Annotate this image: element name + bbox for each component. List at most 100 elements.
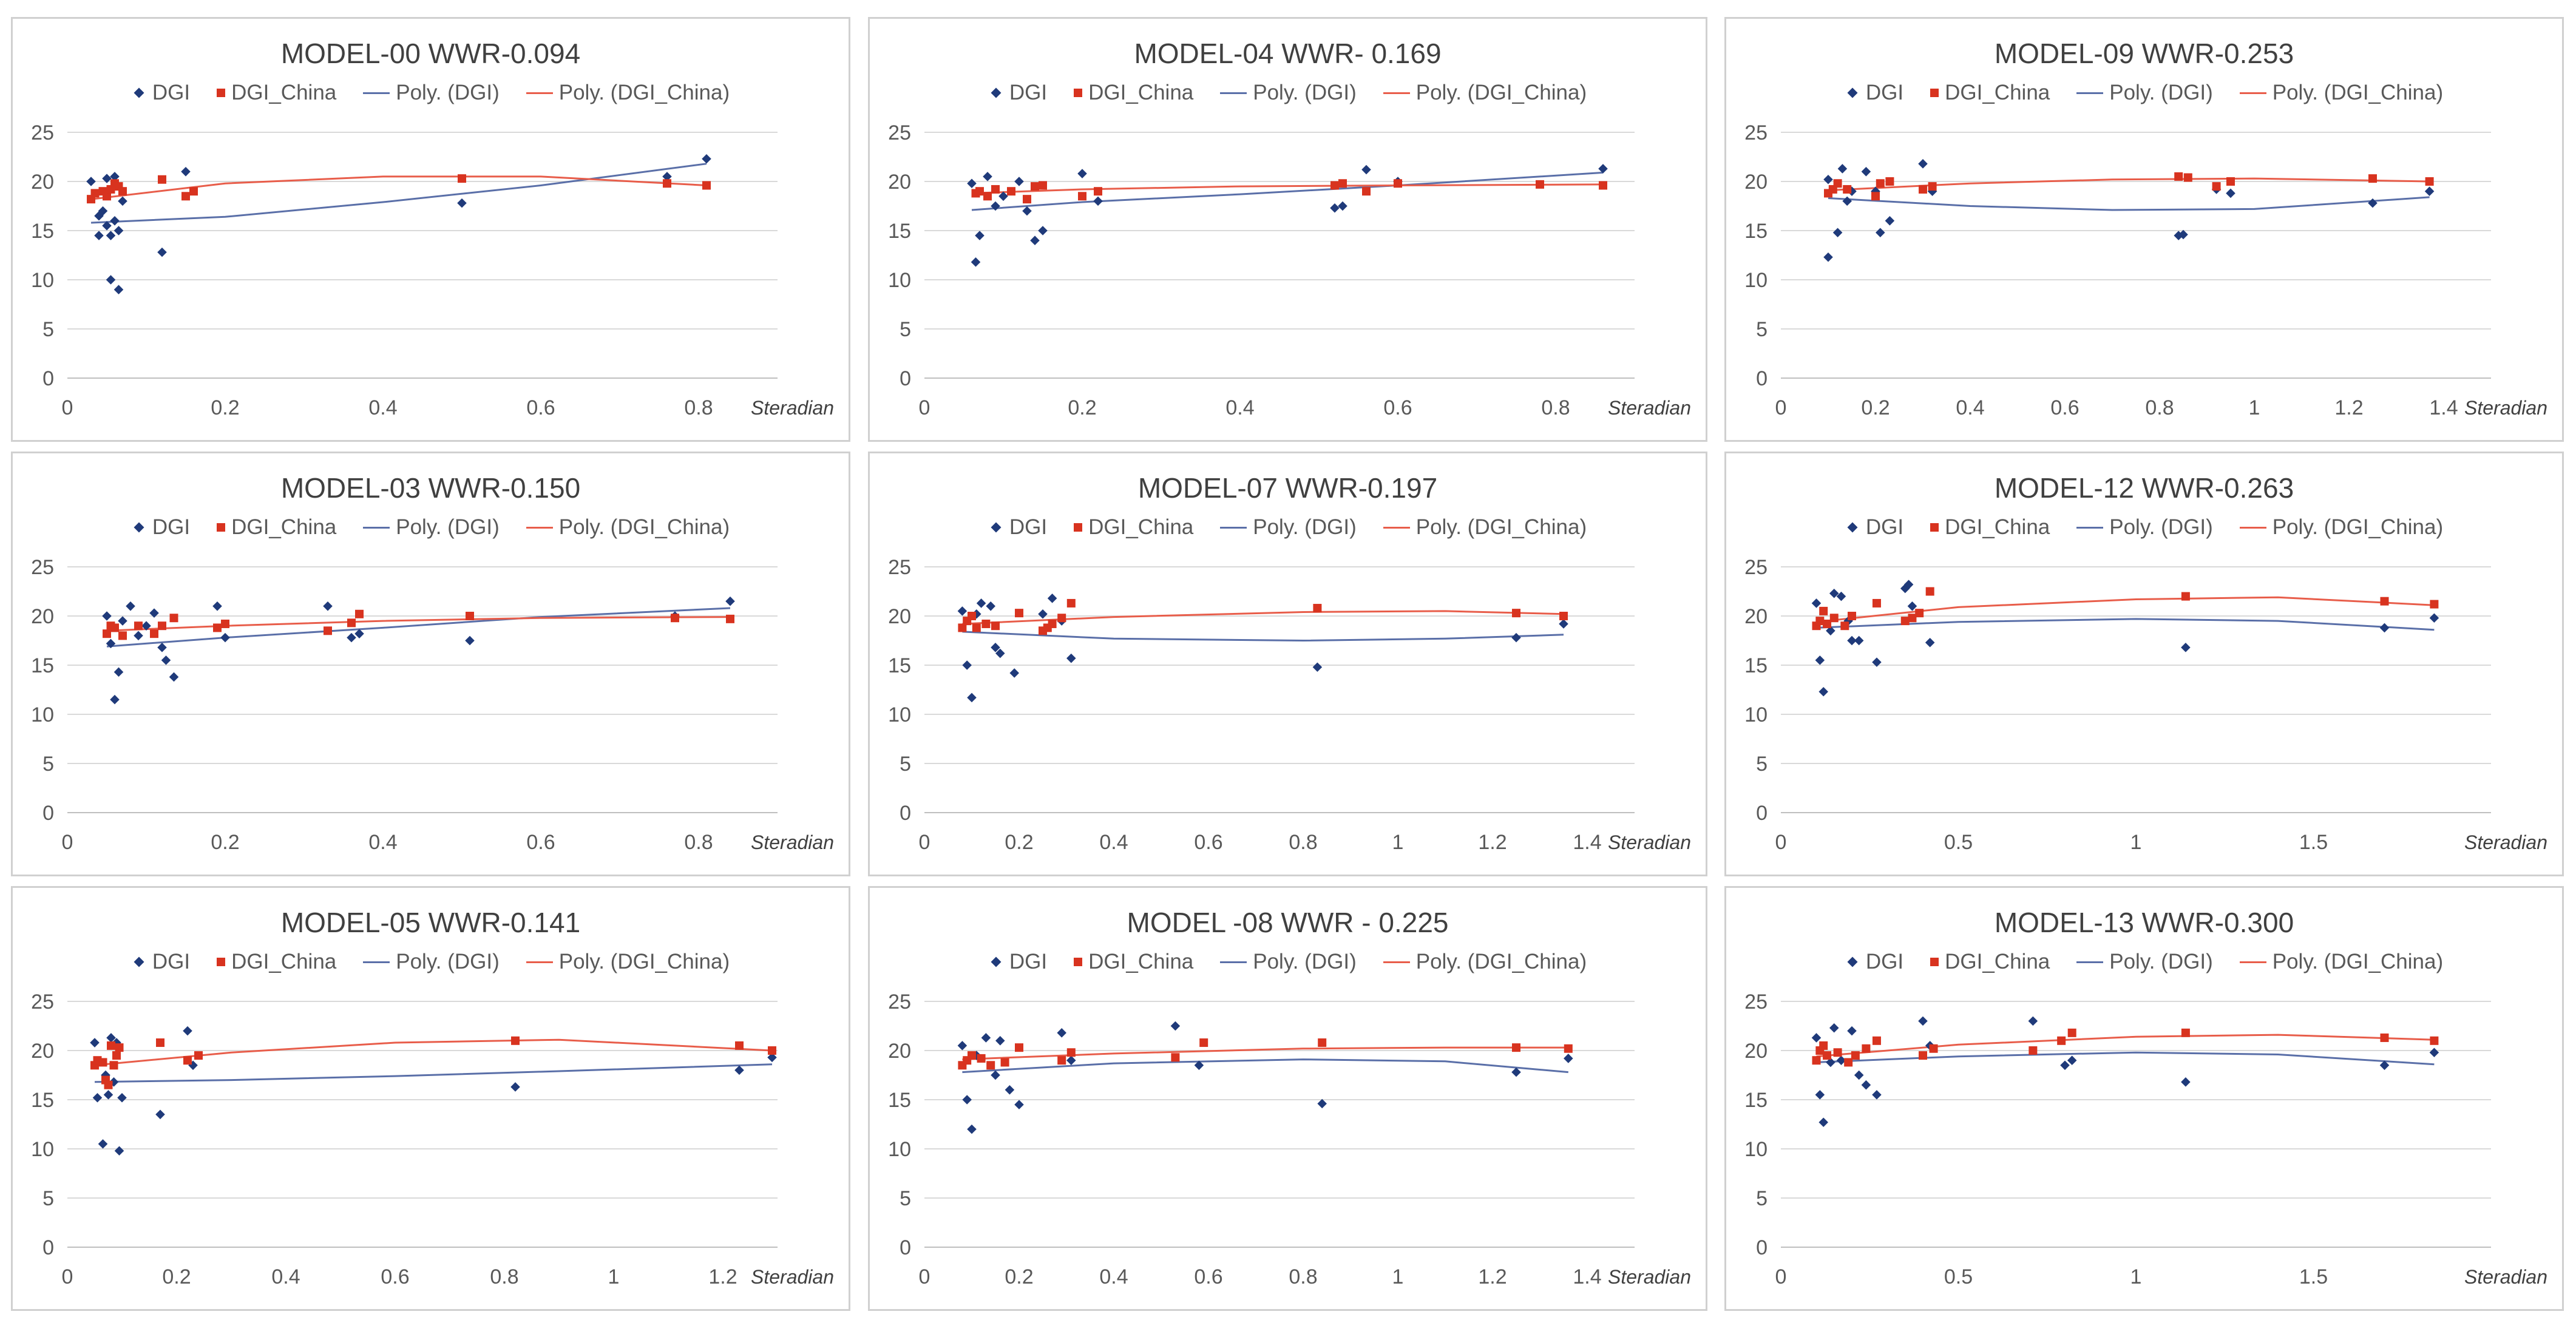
chart-legend: DGI DGI_China Poly. (DGI) Poly. (DGI_China) [1726,81,2562,105]
point-dgi-china [1908,614,1917,623]
point-dgi-china [2425,177,2434,186]
point-dgi [126,601,135,611]
chart-legend: DGI DGI_China Poly. (DGI) Poly. (DGI_China) [1726,950,2562,974]
point-dgi-china [112,1051,121,1060]
point-dgi [1511,1067,1521,1077]
point-dgi [354,629,364,638]
point-dgi-china [1564,1044,1573,1053]
point-dgi [510,1082,520,1092]
point-dgi-china [977,1054,986,1063]
point-dgi [161,655,171,665]
point-dgi-china [768,1046,776,1055]
point-dgi [2368,198,2378,208]
point-dgi [1811,598,1822,608]
point-dgi-china [1007,187,1015,196]
point-dgi-china [1851,1051,1860,1060]
trendline-dgi [971,171,1604,211]
x-tick-label: 0.4 [1099,1265,1128,1288]
point-dgi [106,231,116,240]
legend-label: Poly. (DGI_China) [2272,515,2444,539]
point-dgi [1057,1028,1066,1038]
point-dgi [967,692,977,703]
legend-poly-dgi: Poly. (DGI) [363,950,500,974]
x-tick-label: 1 [608,1265,620,1288]
point-dgi [1823,252,1833,262]
trendline-dgi [1816,1051,2435,1066]
point-dgi [1030,235,1040,245]
x-tick-label: 0 [919,396,930,419]
point-dgi [1066,653,1076,663]
point-dgi [1918,1016,1928,1026]
point-dgi [1361,164,1371,175]
point-dgi-china [1812,1056,1821,1065]
point-dgi [1170,1021,1181,1031]
point-dgi-china [104,1080,113,1089]
x-tick-label: 0.6 [526,831,555,854]
point-dgi [957,1041,968,1051]
point-dgi-china [1872,1036,1881,1045]
point-dgi [1811,1033,1822,1043]
point-dgi [962,1095,972,1105]
legend-dgi: DGI [989,950,1047,974]
point-dgi [1066,1055,1076,1065]
point-dgi [2060,1060,2070,1071]
point-dgi [2424,186,2435,196]
x-tick-label: 0.4 [368,396,397,419]
y-tick-label: 0 [42,802,54,825]
point-dgi [1038,609,1048,619]
y-tick-label: 5 [1756,318,1768,341]
legend-symbol [363,961,390,963]
y-tick-label: 15 [31,1089,54,1112]
point-dgi-china [1338,179,1347,188]
point-dgi [323,601,333,611]
x-tick-label: 0.8 [684,831,713,854]
point-dgi-china [663,179,671,188]
point-dgi [102,611,112,621]
chart-plot: 0 5 10 15 20 25 0 0.2 0.4 0.6 0.8 Steradian [31,121,834,419]
x-tick-label: 0.4 [1956,396,1984,419]
point-dgi [181,167,191,177]
point-dgi [114,667,124,677]
point-dgi [1842,196,1852,206]
legend-symbol [1220,961,1247,963]
trendline-dgi-china [962,1046,1568,1061]
point-dgi [1829,1023,1839,1033]
legend-symbol [1930,958,1939,966]
chart-title: MODEL-09 WWR-0.253 [1994,38,2294,69]
point-dgi-china [107,1041,115,1050]
point-dgi [1005,1085,1015,1095]
legend-label: DGI_China [1945,950,2050,973]
point-dgi [106,638,116,649]
legend-dgi-china: DGI_China [217,950,336,974]
point-dgi-china [150,629,158,638]
legend-label: DGI_China [1945,515,2050,539]
point-dgi-china [1048,619,1057,628]
point-dgi-china [702,181,711,190]
x-axis-label: Steradian [1608,1266,1691,1288]
point-dgi-china [110,623,119,632]
y-tick-label: 10 [1744,1138,1768,1161]
point-dgi [991,201,1000,211]
y-tick-label: 25 [31,121,54,144]
point-dgi [1872,1090,1882,1100]
point-dgi-china [1015,609,1023,618]
legend-dgi: DGI [1845,81,1903,105]
point-dgi-china [1876,179,1885,188]
point-dgi [967,1124,977,1134]
point-dgi [962,660,972,670]
legend-poly-dgi: Poly. (DGI) [2076,515,2213,540]
point-dgi [1826,1057,1835,1068]
point-dgi [1832,228,1843,238]
point-dgi-china [2067,1028,2076,1037]
point-dgi-china [671,614,679,623]
point-dgi-china [1844,1058,1853,1067]
point-dgi-china [194,1051,203,1060]
legend-label: DGI [152,515,191,539]
chart-legend: DGI DGI_China Poly. (DGI) Poly. (DGI_China) [870,81,1706,105]
x-tick-label: 0.5 [1944,831,1973,854]
point-dgi [134,631,143,641]
point-dgi [157,247,167,257]
point-dgi [1093,196,1103,206]
legend-dgi-china: DGI_China [1930,515,2050,540]
y-tick-label: 0 [1756,1236,1768,1259]
